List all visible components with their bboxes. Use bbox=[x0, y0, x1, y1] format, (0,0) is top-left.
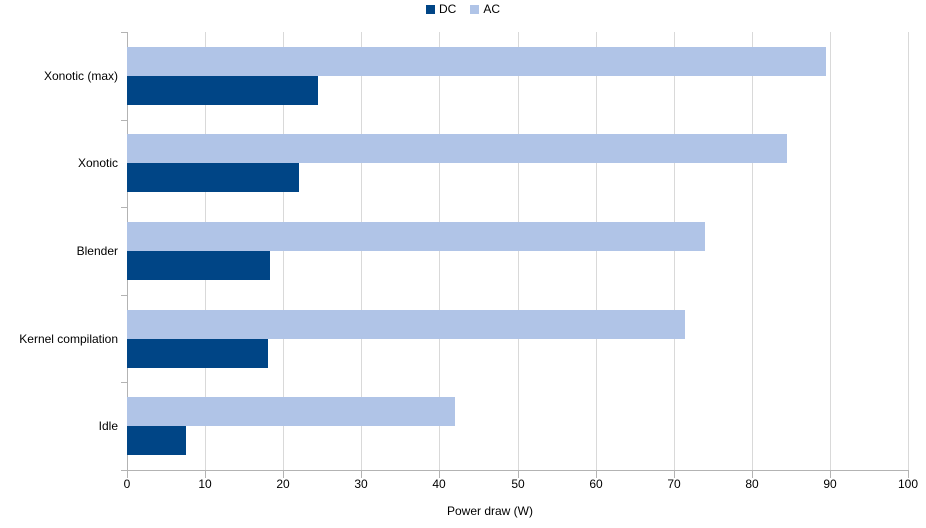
legend-item-ac: AC bbox=[470, 2, 500, 16]
x-tick-label: 10 bbox=[198, 477, 212, 491]
bar-ac-xonotic bbox=[127, 134, 787, 163]
x-tick-label: 70 bbox=[667, 477, 681, 491]
x-tick-label: 40 bbox=[432, 477, 446, 491]
x-axis-tick bbox=[127, 470, 128, 478]
bar-dc-blender bbox=[127, 251, 270, 280]
legend-swatch-ac bbox=[470, 4, 480, 14]
x-tick-label: 0 bbox=[123, 477, 131, 491]
bar-ac-kernel-compilation bbox=[127, 310, 685, 339]
x-axis-tick bbox=[205, 470, 206, 478]
gridline-x-30 bbox=[361, 32, 362, 470]
category-label: Kernel compilation bbox=[19, 332, 118, 346]
x-axis-tick bbox=[596, 470, 597, 478]
legend-label: DC bbox=[438, 2, 457, 16]
plot-area bbox=[127, 32, 909, 470]
chart-legend: DC AC bbox=[0, 1, 926, 17]
x-tick-label: 80 bbox=[745, 477, 759, 491]
gridline-x-90 bbox=[830, 32, 831, 470]
x-axis-tick bbox=[361, 470, 362, 478]
category-label: Xonotic (max) bbox=[43, 69, 118, 83]
y-axis-tick bbox=[121, 120, 128, 121]
x-axis-title: Power draw (W) bbox=[446, 504, 533, 518]
x-axis-tick bbox=[752, 470, 753, 478]
x-axis-tick bbox=[908, 470, 909, 478]
x-axis-tick bbox=[830, 470, 831, 478]
y-axis-tick bbox=[121, 382, 128, 383]
bar-dc-xonotic-max bbox=[127, 76, 318, 105]
y-axis-tick bbox=[121, 207, 128, 208]
legend-item-dc: DC bbox=[425, 2, 457, 16]
x-axis-tick bbox=[518, 470, 519, 478]
x-tick-label: 100 bbox=[897, 477, 919, 491]
gridline-x-20 bbox=[283, 32, 284, 470]
category-label: Blender bbox=[76, 244, 118, 258]
gridline-x-80 bbox=[752, 32, 753, 470]
y-axis-tick bbox=[121, 470, 128, 471]
gridline-x-70 bbox=[674, 32, 675, 470]
bar-ac-idle bbox=[127, 397, 455, 426]
x-tick-label: 90 bbox=[823, 477, 837, 491]
x-axis-tick bbox=[439, 470, 440, 478]
gridline-x-50 bbox=[518, 32, 519, 470]
category-label: Idle bbox=[98, 419, 118, 433]
legend-label: AC bbox=[483, 2, 500, 16]
x-tick-label: 50 bbox=[511, 477, 525, 491]
bar-dc-xonotic bbox=[127, 163, 299, 192]
category-label: Xonotic bbox=[77, 156, 118, 170]
legend-swatch-dc bbox=[425, 4, 435, 14]
bar-ac-xonotic-max bbox=[127, 47, 826, 76]
gridline-x-40 bbox=[439, 32, 440, 470]
x-tick-label: 30 bbox=[354, 477, 368, 491]
gridline-x-100 bbox=[908, 32, 909, 470]
bar-dc-idle bbox=[127, 426, 186, 455]
x-axis-tick bbox=[674, 470, 675, 478]
x-axis-tick bbox=[283, 470, 284, 478]
x-tick-label: 20 bbox=[276, 477, 290, 491]
y-axis-tick bbox=[121, 32, 128, 33]
x-tick-label: 60 bbox=[589, 477, 603, 491]
bar-ac-blender bbox=[127, 222, 705, 251]
gridline-x-60 bbox=[596, 32, 597, 470]
bar-dc-kernel-compilation bbox=[127, 339, 268, 368]
y-axis-tick bbox=[121, 295, 128, 296]
